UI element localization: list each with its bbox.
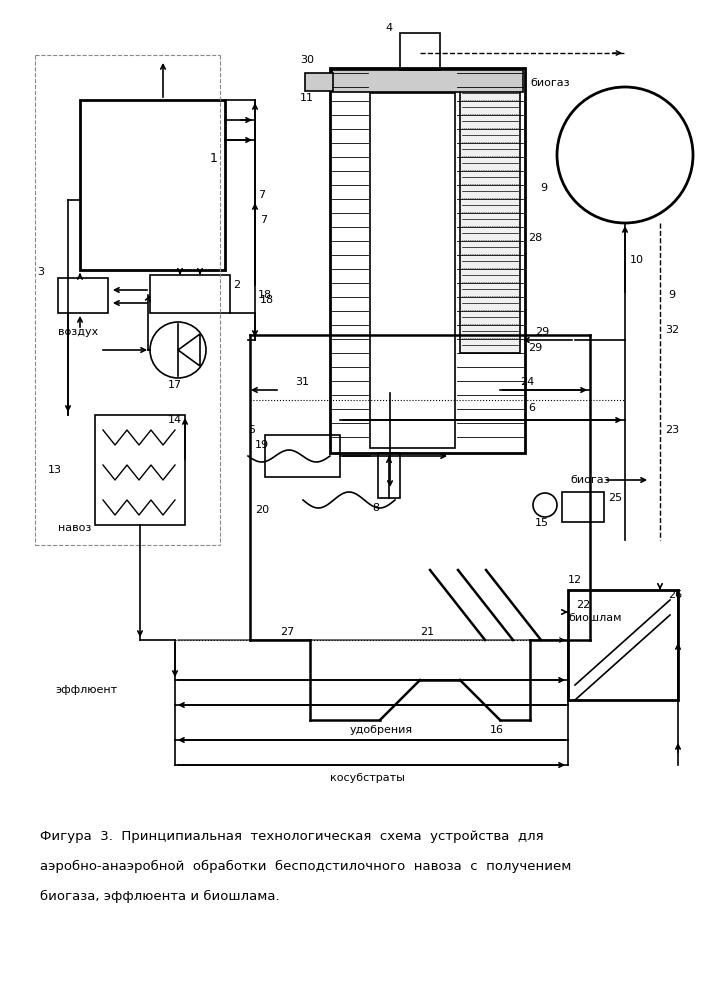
- Text: 30: 30: [300, 55, 314, 65]
- Text: 27: 27: [280, 627, 295, 637]
- Text: 24: 24: [520, 377, 534, 387]
- Text: 3: 3: [37, 267, 44, 277]
- Text: 5: 5: [248, 425, 255, 435]
- Text: 13: 13: [48, 465, 62, 475]
- Text: 6: 6: [528, 403, 535, 413]
- Text: биогаза, эффлюента и биошлама.: биогаза, эффлюента и биошлама.: [40, 890, 280, 903]
- Text: 1: 1: [210, 151, 218, 164]
- Bar: [332, 70, 523, 92]
- Bar: [95, 415, 185, 525]
- Text: удобрения: удобрения: [350, 725, 413, 735]
- Text: 15: 15: [535, 518, 549, 528]
- Bar: [460, 88, 520, 353]
- Bar: [400, 33, 440, 70]
- Text: 7: 7: [260, 215, 267, 225]
- Text: 28: 28: [528, 233, 542, 243]
- Circle shape: [533, 493, 557, 517]
- Bar: [330, 68, 525, 453]
- Text: 7: 7: [258, 190, 265, 200]
- Bar: [305, 73, 333, 91]
- Text: биошлам: биошлам: [568, 613, 621, 623]
- Text: 18: 18: [260, 295, 274, 305]
- Text: 29: 29: [528, 343, 542, 353]
- Text: 10: 10: [630, 255, 644, 265]
- Text: 2: 2: [233, 280, 240, 290]
- Text: 9: 9: [668, 290, 675, 300]
- Text: 14: 14: [168, 415, 182, 425]
- Text: 21: 21: [420, 627, 434, 637]
- Text: 32: 32: [665, 325, 679, 335]
- Bar: [58, 278, 108, 313]
- Text: 4: 4: [385, 23, 392, 33]
- Text: аэробно-анаэробной  обработки  бесподстилочного  навоза  с  получением: аэробно-анаэробной обработки бесподстило…: [40, 860, 572, 873]
- Text: эффлюент: эффлюент: [55, 685, 117, 695]
- Bar: [80, 100, 225, 270]
- Bar: [568, 590, 678, 700]
- Text: биогаз: биогаз: [570, 475, 610, 485]
- Bar: [378, 453, 400, 498]
- Bar: [562, 492, 604, 522]
- Circle shape: [557, 87, 693, 223]
- Text: 18: 18: [258, 290, 272, 300]
- Text: 23: 23: [665, 425, 679, 435]
- Text: Фигура  3.  Принципиальная  технологическая  схема  устройства  для: Фигура 3. Принципиальная технологическая…: [40, 830, 543, 843]
- Text: 26: 26: [668, 590, 682, 600]
- Text: косубстраты: косубстраты: [330, 773, 405, 783]
- Text: воздух: воздух: [58, 327, 98, 337]
- Text: 19: 19: [255, 440, 269, 450]
- Text: биогаз: биогаз: [530, 78, 569, 88]
- Text: 22: 22: [576, 600, 591, 610]
- Text: 16: 16: [490, 725, 504, 735]
- Bar: [265, 435, 340, 477]
- Text: навоз: навоз: [58, 523, 91, 533]
- Text: 20: 20: [255, 505, 269, 515]
- Text: 31: 31: [295, 377, 309, 387]
- Text: 11: 11: [300, 93, 314, 103]
- Text: 29: 29: [535, 327, 549, 337]
- Text: 9: 9: [540, 183, 547, 193]
- Text: 12: 12: [568, 575, 582, 585]
- Circle shape: [150, 322, 206, 378]
- Bar: [370, 93, 455, 448]
- Polygon shape: [178, 334, 200, 366]
- Bar: [150, 275, 230, 313]
- Text: 25: 25: [608, 493, 622, 503]
- Text: 8: 8: [372, 503, 379, 513]
- Text: 17: 17: [168, 380, 182, 390]
